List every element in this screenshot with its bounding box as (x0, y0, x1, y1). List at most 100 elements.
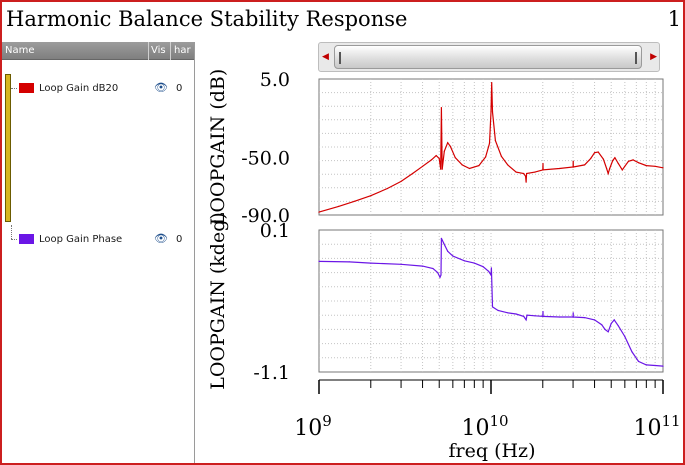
triangle-right-icon[interactable]: ▶ (650, 51, 657, 61)
data-point (491, 111, 494, 113)
y-tick-label: 0.1 (260, 220, 290, 242)
data-point (422, 165, 424, 167)
data-point (542, 311, 544, 313)
window-title: Harmonic Balance Stability Response (6, 7, 408, 31)
data-point (572, 316, 574, 318)
legend-item-harmonic: 0 (176, 234, 183, 245)
data-point (612, 160, 614, 162)
data-point (542, 162, 544, 165)
trace-color-swatch (19, 83, 34, 93)
data-point (534, 315, 536, 317)
data-point (631, 351, 633, 353)
y-tick-label: -90.0 (241, 205, 290, 227)
data-point (507, 312, 509, 314)
data-point (523, 172, 525, 175)
data-point (597, 151, 599, 153)
data-point (318, 211, 320, 213)
data-point (515, 171, 517, 173)
trace-color-swatch (19, 234, 34, 244)
data-point (482, 266, 484, 268)
data-point (488, 142, 491, 144)
data-point (662, 167, 664, 169)
x-tick-label: 1010 (461, 412, 508, 441)
data-point (662, 365, 664, 367)
data-point (654, 364, 656, 367)
data-point (478, 165, 480, 167)
legend-item-loop-gain-phase[interactable]: Loop Gain Phase 👁 0 (2, 225, 194, 249)
data-point (430, 159, 432, 161)
data-point (558, 167, 561, 170)
data-point (490, 267, 492, 269)
data-point (614, 157, 616, 159)
legend-header: Name Vis har (2, 42, 194, 60)
data-point (441, 168, 443, 170)
data-point (624, 335, 626, 338)
data-point (654, 165, 656, 167)
data-point (523, 315, 525, 317)
data-point (610, 322, 612, 325)
data-point (594, 152, 596, 154)
data-point (494, 140, 496, 142)
legend-header-vis[interactable]: Vis (151, 45, 166, 56)
data-point (590, 157, 592, 160)
data-point (461, 164, 463, 166)
data-point (491, 82, 493, 84)
horizontal-scrollbar[interactable]: ◀ ▶ (318, 42, 660, 72)
data-point (412, 172, 414, 175)
data-point (439, 276, 441, 278)
triangle-left-icon[interactable]: ◀ (322, 51, 329, 61)
eye-icon[interactable]: 👁 (154, 232, 168, 245)
data-point (473, 262, 475, 264)
data-point (438, 157, 440, 160)
trace-legend-panel: Name Vis har Loop Gain dB20 👁 0 Loop Gai… (2, 42, 195, 463)
data-point (572, 312, 574, 314)
eye-icon[interactable]: 👁 (154, 81, 168, 94)
data-point (443, 150, 445, 152)
data-point (584, 317, 586, 319)
data-point (463, 260, 465, 262)
data-point (609, 167, 611, 170)
data-point (440, 107, 442, 109)
data-point (624, 165, 626, 167)
y-tick-label: -1.1 (253, 362, 290, 384)
legend-header-name[interactable]: Name (5, 45, 35, 56)
data-point (485, 156, 487, 158)
legend-item-harmonic: 0 (176, 83, 183, 94)
data-point (338, 205, 340, 207)
data-point (370, 195, 372, 197)
scrollbar-thumb[interactable] (334, 45, 642, 69)
data-point (637, 162, 640, 164)
data-point (594, 319, 596, 321)
legend-item-loop-gain-db20[interactable]: Loop Gain dB20 👁 0 (2, 80, 194, 98)
data-point (468, 167, 471, 170)
y-axis-label: LOOPGAIN (kdeg) (207, 212, 229, 390)
data-point (491, 306, 494, 308)
x-tick-label: 109 (294, 412, 332, 441)
data-point (449, 145, 451, 147)
data-point (440, 274, 442, 276)
data-point (525, 319, 527, 321)
data-point (507, 164, 509, 166)
data-point (386, 187, 388, 190)
data-point (558, 316, 561, 318)
data-point (437, 272, 439, 274)
data-point (497, 309, 499, 312)
data-point (488, 270, 490, 272)
data-point (348, 261, 350, 263)
data-point (617, 162, 619, 165)
data-point (447, 142, 449, 144)
page-number: 1 (667, 7, 681, 31)
data-point (613, 319, 615, 321)
data-point (607, 172, 609, 175)
data-point (607, 331, 609, 333)
data-point (353, 200, 355, 202)
legend-item-label: Loop Gain dB20 (39, 83, 119, 94)
data-point (606, 167, 608, 170)
data-point (645, 364, 647, 366)
data-point (525, 175, 527, 177)
trace-group-bar[interactable] (5, 74, 11, 222)
legend-header-harmonic[interactable]: har (174, 45, 191, 56)
data-point (443, 242, 445, 244)
